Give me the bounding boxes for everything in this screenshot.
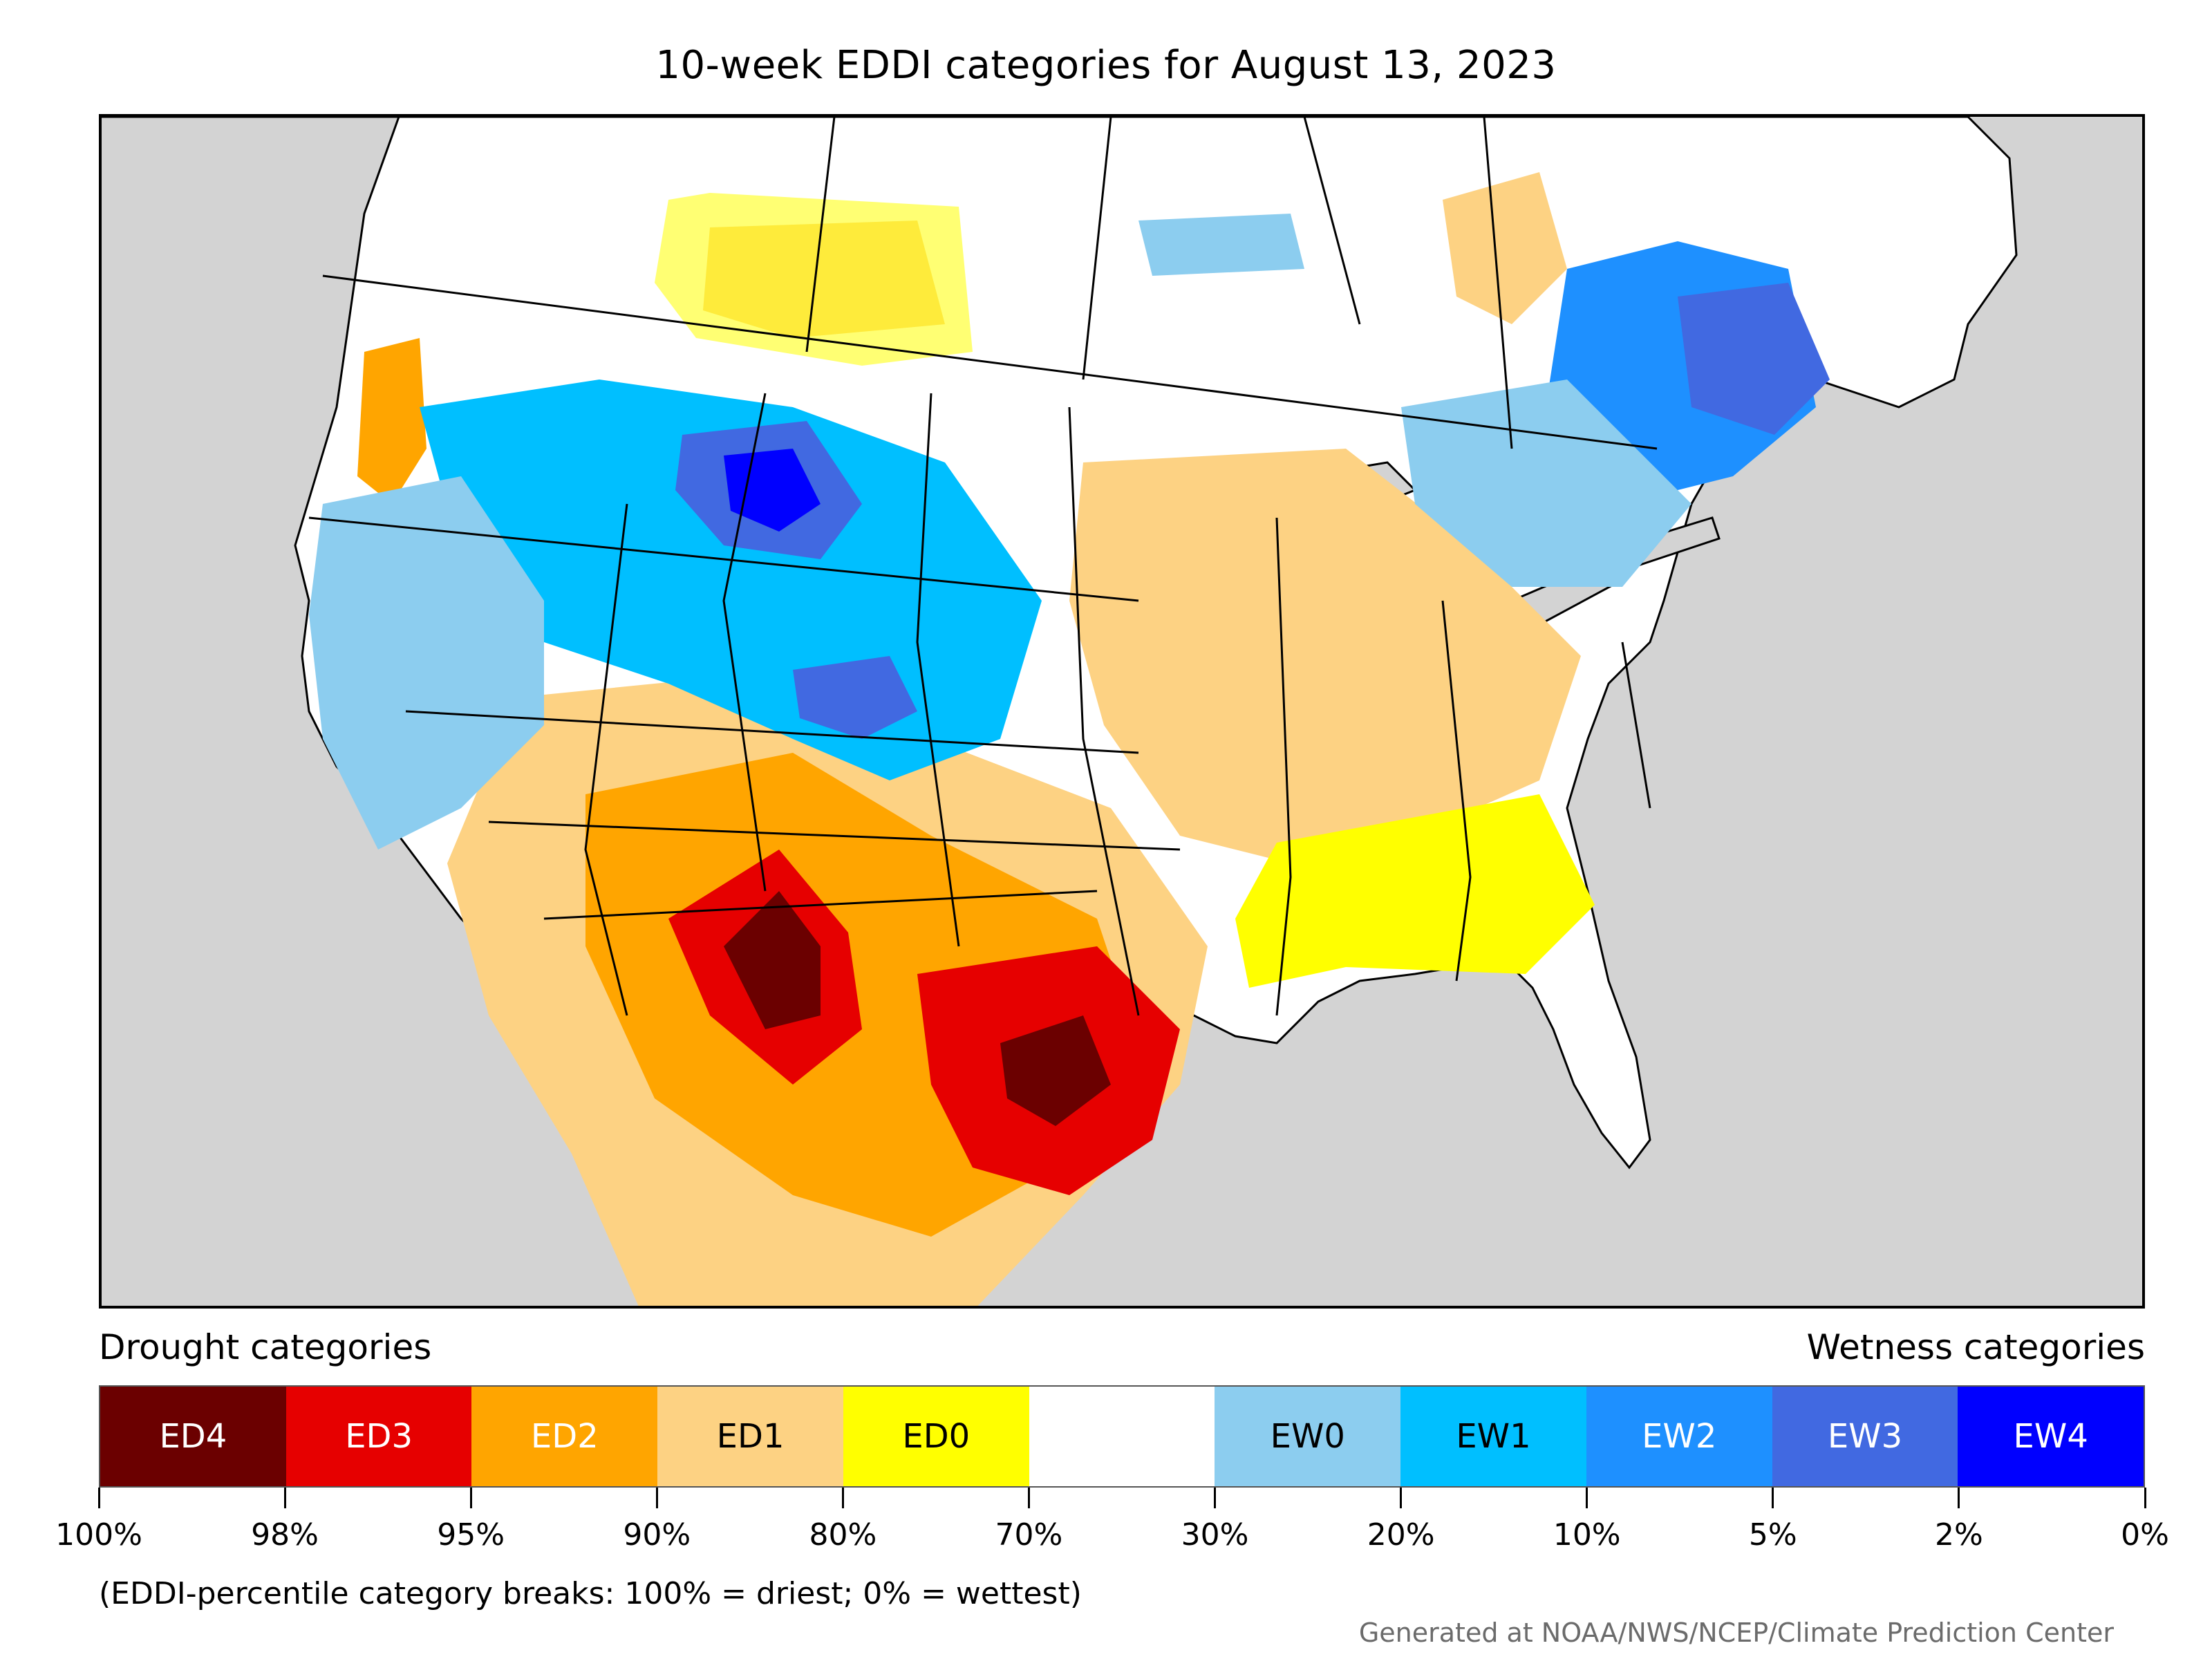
- colorbar-tick: [655, 1488, 658, 1508]
- colorbar-tick: [97, 1488, 100, 1508]
- ew3-colorado: [793, 656, 917, 739]
- eddi-map: [99, 114, 2145, 1309]
- ed0-north: [655, 193, 973, 366]
- map-title: 10-week EDDI categories for August 13, 2…: [655, 43, 1557, 88]
- ed4-texas: [1000, 1015, 1111, 1126]
- political-borders: [308, 117, 1658, 1016]
- credit-line: Generated at NOAA/NWS/NCEP/Climate Predi…: [1358, 1618, 2114, 1648]
- colorbar-tick-label: 2%: [1935, 1517, 1983, 1553]
- legend-swatch-normal: [1029, 1387, 1215, 1486]
- legend-swatch-ed4: ED4: [100, 1387, 286, 1486]
- map-canvas: [102, 117, 2018, 1306]
- colorbar-tick-label: 10%: [1553, 1517, 1621, 1553]
- ed2-pacific-nw: [357, 338, 427, 504]
- colorbar-tick-label: 100%: [55, 1517, 142, 1553]
- ed1-northeast-canada: [1443, 172, 1567, 324]
- drought-areas: [357, 172, 1595, 1306]
- colorbar-tick: [1214, 1488, 1217, 1508]
- colorbar-ticks: [97, 1488, 2146, 1515]
- legend-swatch-ew1: EW1: [1400, 1387, 1586, 1486]
- legend-swatch-ed1: ED1: [657, 1387, 843, 1486]
- ed0-region-east: [1235, 794, 1595, 988]
- legend-swatch-ew3: EW3: [1772, 1387, 1958, 1486]
- colorbar-tick-label: 20%: [1367, 1517, 1435, 1553]
- colorbar-tick-label: 80%: [809, 1517, 877, 1553]
- legend-swatch-ed2: ED2: [471, 1387, 658, 1486]
- ew0-great-basin: [309, 476, 544, 850]
- colorbar-tick: [283, 1488, 286, 1508]
- colorbar-tick: [1027, 1488, 1030, 1508]
- percentile-note: (EDDI-percentile category breaks: 100% =…: [99, 1576, 1082, 1611]
- drought-categories-heading: Drought categories: [99, 1327, 432, 1367]
- colorbar-tick-label: 98%: [251, 1517, 319, 1553]
- colorbar-tick: [841, 1488, 844, 1508]
- colorbar-tick: [2144, 1488, 2146, 1508]
- colorbar-tick-label: 5%: [1748, 1517, 1797, 1553]
- ew0-north-canada: [1138, 214, 1304, 276]
- colorbar-tick-label: 95%: [437, 1517, 505, 1553]
- colorbar-tick-label: 30%: [1181, 1517, 1249, 1553]
- colorbar-tick-label: 90%: [623, 1517, 691, 1553]
- ed1-region: [1069, 449, 1581, 863]
- ew3-northeast: [1678, 283, 1830, 435]
- colorbar-tick-label: 70%: [995, 1517, 1063, 1553]
- colorbar-tick: [1400, 1488, 1403, 1508]
- legend-swatch-ew4: EW4: [1958, 1387, 2144, 1486]
- wetness-areas: [309, 214, 1830, 850]
- legend-swatch-ew0: EW0: [1215, 1387, 1401, 1486]
- colorbar-tick: [1586, 1488, 1588, 1508]
- ed4-southwest: [724, 891, 821, 1029]
- legend-swatch-ed3: ED3: [285, 1387, 472, 1486]
- colorbar-tick: [1958, 1488, 1960, 1508]
- legend-swatch-ed0: ED0: [843, 1387, 1029, 1486]
- ew0-northeast: [1401, 379, 1691, 587]
- legend-swatch-ew2: EW2: [1586, 1387, 1772, 1486]
- colorbar-tick: [1772, 1488, 1774, 1508]
- ew4-wyoming: [724, 449, 821, 532]
- colorbar-tick: [469, 1488, 472, 1508]
- wetness-categories-heading: Wetness categories: [1806, 1327, 2145, 1367]
- colorbar-tick-label: 0%: [2121, 1517, 2169, 1553]
- category-colorbar: ED4 ED3 ED2 ED1 ED0 EW0 EW1 EW2 EW3 EW4: [99, 1385, 2145, 1488]
